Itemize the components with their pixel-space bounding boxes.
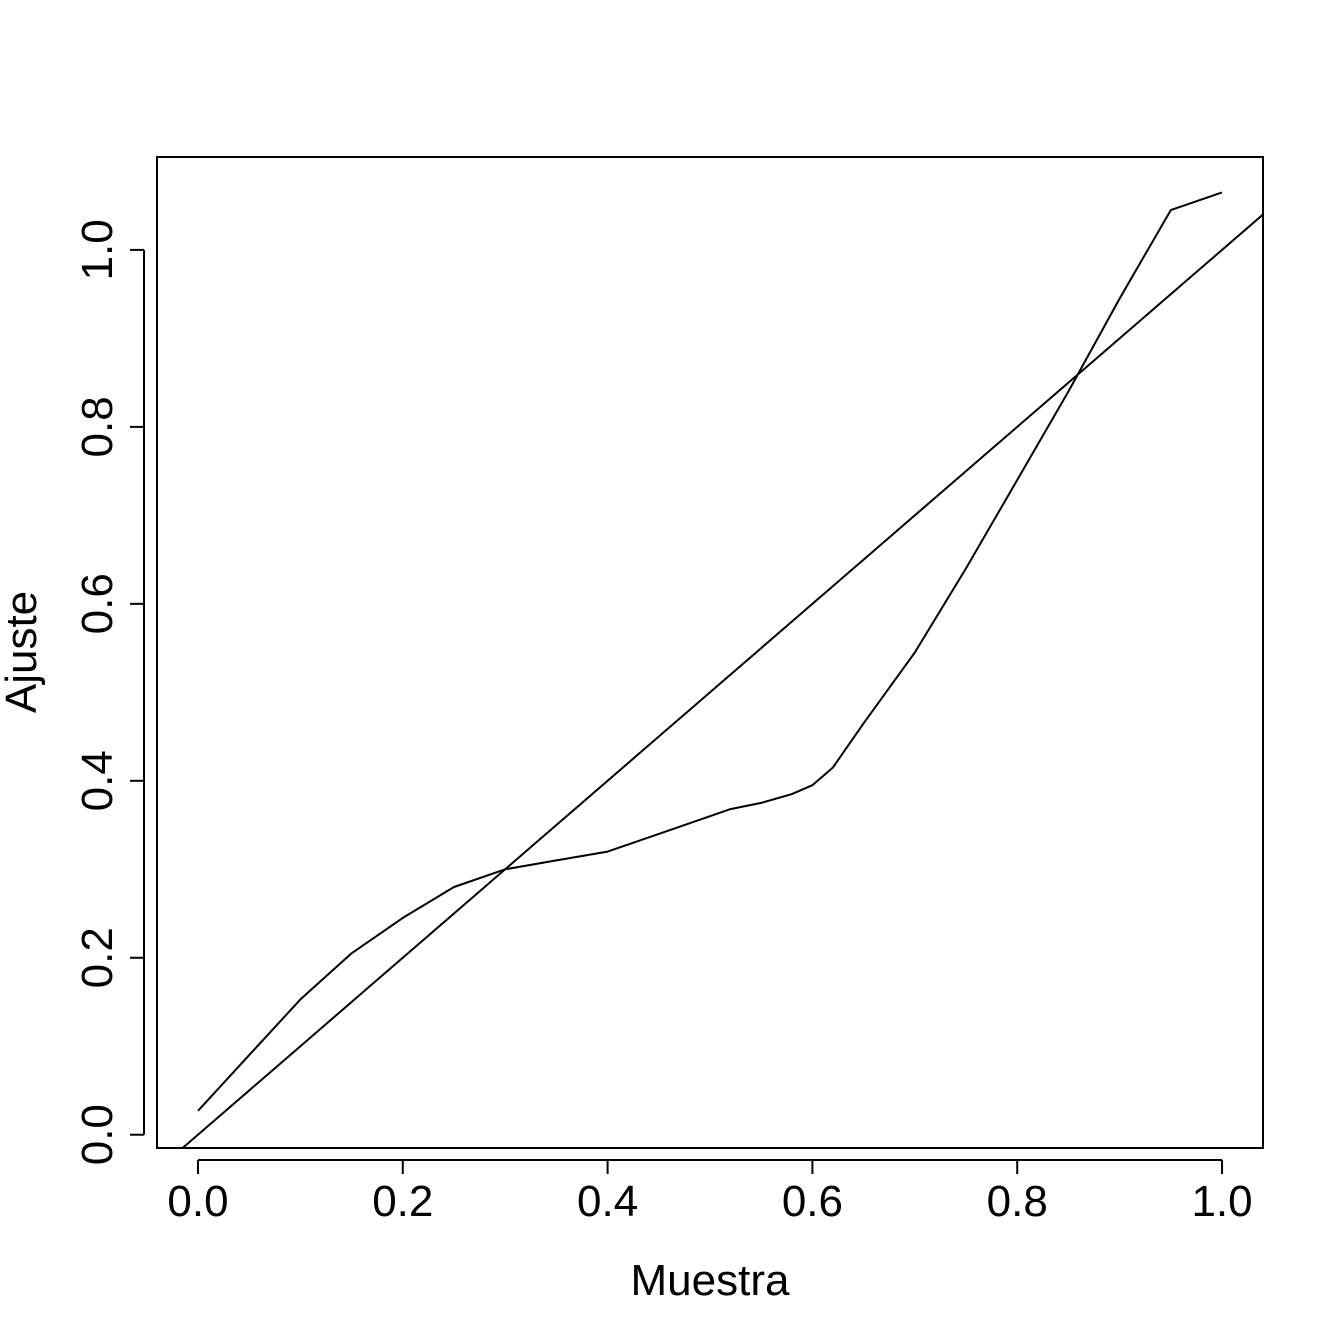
- x-axis: 0.0 0.2 0.4 0.6 0.8 1.0: [167, 1159, 1253, 1226]
- reference-line: [181, 213, 1264, 1149]
- plot-frame: [156, 156, 1264, 1149]
- y-axis-title: Ajuste: [0, 591, 46, 713]
- series-layer: [181, 191, 1264, 1149]
- y-axis: 0.0 0.2 0.4 0.6 0.8 1.0: [73, 219, 145, 1165]
- fit-curve: [197, 191, 1223, 1112]
- y-tick-label: 0.4: [73, 750, 122, 811]
- y-tick-label: 0.8: [73, 396, 122, 457]
- x-tick-label: 0.8: [987, 1177, 1048, 1226]
- x-axis-title: Muestra: [631, 1256, 790, 1305]
- y-tick-label: 0.6: [73, 573, 122, 634]
- x-tick-label: 0.4: [577, 1177, 638, 1226]
- x-tick-label: 1.0: [1191, 1177, 1252, 1226]
- x-tick-label: 0.2: [372, 1177, 433, 1226]
- x-tick-label: 0.6: [782, 1177, 843, 1226]
- y-tick-label: 0.0: [73, 1104, 122, 1165]
- y-tick-label: 1.0: [73, 219, 122, 280]
- y-tick-label: 0.2: [73, 927, 122, 988]
- x-tick-label: 0.0: [167, 1177, 228, 1226]
